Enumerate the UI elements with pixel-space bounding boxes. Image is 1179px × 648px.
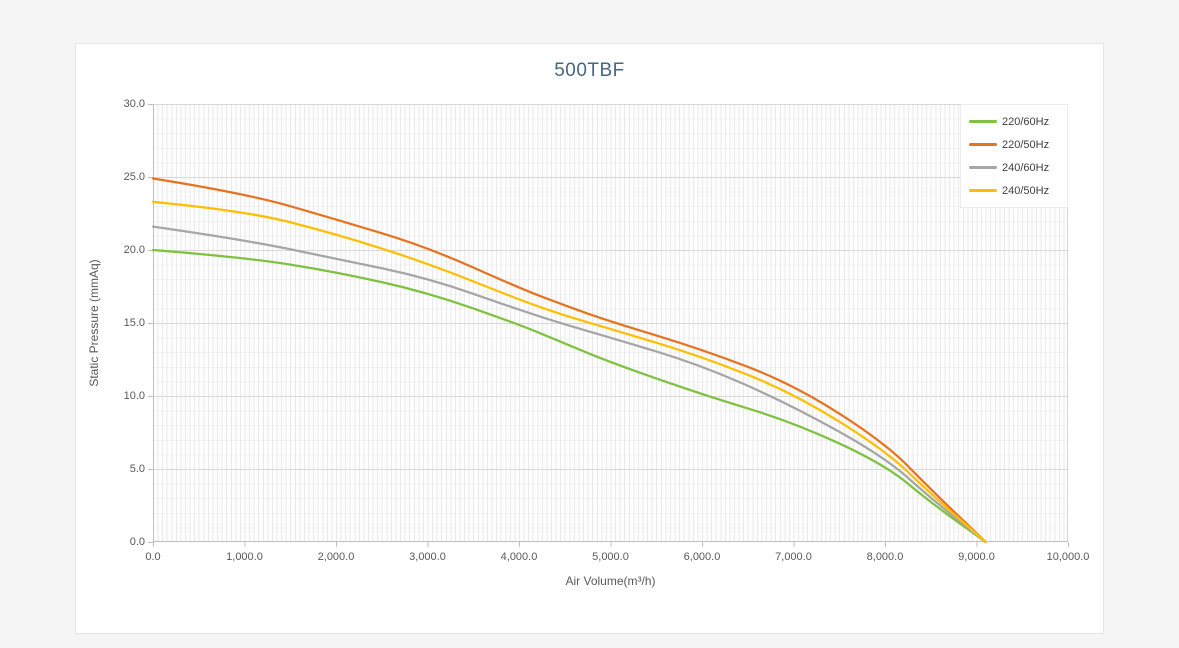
legend-label: 240/50Hz (1002, 184, 1050, 197)
y-tick-label: 30.0 (123, 98, 145, 110)
x-tick-label: 6,000.0 (683, 551, 721, 563)
legend: 220/60Hz 220/50Hz 240/60Hz 240/50Hz (960, 104, 1068, 208)
legend-swatch-icon (969, 143, 997, 146)
x-tick-label: 3,000.0 (409, 551, 446, 563)
legend-label: 220/50Hz (1002, 138, 1050, 151)
y-tick-label: 15.0 (123, 317, 145, 329)
legend-item-240-50hz: 240/50Hz (969, 179, 1067, 202)
y-tick-label: 10.0 (123, 390, 145, 402)
x-tick-label: 5,000.0 (592, 551, 629, 563)
x-tick-label: 2,000.0 (317, 551, 355, 563)
x-tick-label: 8,000.0 (866, 551, 904, 563)
y-tick-label: 5.0 (129, 463, 145, 475)
chart-card: 500TBF 0.0 5.0 10.0 15.0 20.0 25.0 30.0 0.0 1,0… (75, 43, 1104, 634)
plot-canvas (148, 104, 1069, 547)
x-tick-label: 0.0 (145, 551, 161, 563)
series-line-220-50hz (151, 177, 987, 544)
legend-label: 240/60Hz (1002, 161, 1050, 174)
legend-label: 220/60Hz (1002, 115, 1050, 128)
legend-swatch-icon (969, 166, 997, 169)
y-tick-label: 20.0 (123, 244, 145, 256)
series-line-240-50hz (151, 200, 987, 544)
line-chart: 0.0 5.0 10.0 15.0 20.0 25.0 30.0 0.0 1,000.0 2,0… (87, 98, 1089, 588)
chart-title: 500TBF (554, 60, 625, 81)
legend-item-240-60hz: 240/60Hz (969, 156, 1067, 179)
series-line-240-60hz (151, 225, 987, 544)
y-tick-label: 0.0 (129, 536, 145, 548)
legend-swatch-icon (969, 120, 997, 123)
y-axis-title: Static Pressure (mmAq) (87, 259, 101, 387)
legend-item-220-50hz: 220/50Hz (969, 133, 1067, 156)
x-tick-label: 9,000.0 (958, 551, 995, 563)
x-axis-title: Air Volume(m³/h) (565, 574, 656, 588)
legend-item-220-60hz: 220/60Hz (969, 110, 1067, 133)
y-tick-label: 25.0 (123, 171, 145, 183)
x-tick-label: 7,000.0 (775, 551, 812, 563)
legend-swatch-icon (969, 189, 997, 192)
x-tick-label: 10,000.0 (1046, 551, 1090, 563)
x-tick-label: 1,000.0 (226, 551, 263, 563)
x-tick-label: 4,000.0 (500, 551, 538, 563)
series-line-220-60hz (151, 248, 987, 544)
